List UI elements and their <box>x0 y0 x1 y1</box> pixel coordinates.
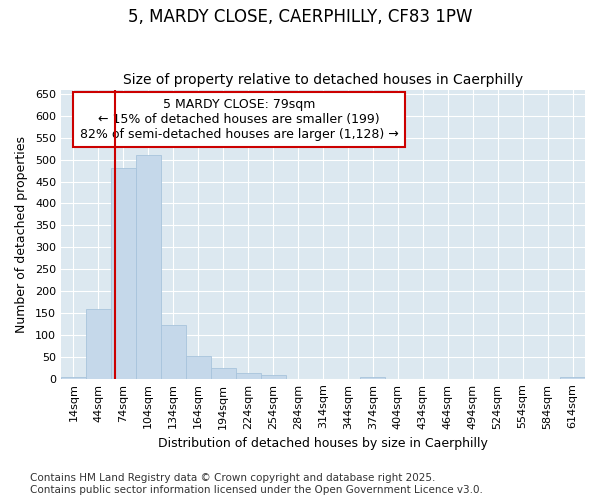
Bar <box>136 156 161 378</box>
Title: Size of property relative to detached houses in Caerphilly: Size of property relative to detached ho… <box>123 73 523 87</box>
Text: 5, MARDY CLOSE, CAERPHILLY, CF83 1PW: 5, MARDY CLOSE, CAERPHILLY, CF83 1PW <box>128 8 472 26</box>
Bar <box>236 373 260 378</box>
Text: 5 MARDY CLOSE: 79sqm
← 15% of detached houses are smaller (199)
82% of semi-deta: 5 MARDY CLOSE: 79sqm ← 15% of detached h… <box>80 98 398 141</box>
Bar <box>86 308 111 378</box>
Bar <box>111 168 136 378</box>
Bar <box>211 368 236 378</box>
Bar <box>186 356 211 378</box>
Text: Contains HM Land Registry data © Crown copyright and database right 2025.
Contai: Contains HM Land Registry data © Crown c… <box>30 474 483 495</box>
X-axis label: Distribution of detached houses by size in Caerphilly: Distribution of detached houses by size … <box>158 437 488 450</box>
Y-axis label: Number of detached properties: Number of detached properties <box>15 136 28 332</box>
Bar <box>161 325 186 378</box>
Bar <box>260 375 286 378</box>
